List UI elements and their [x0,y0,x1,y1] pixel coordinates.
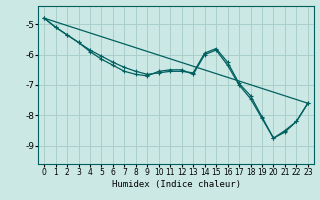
X-axis label: Humidex (Indice chaleur): Humidex (Indice chaleur) [111,180,241,189]
